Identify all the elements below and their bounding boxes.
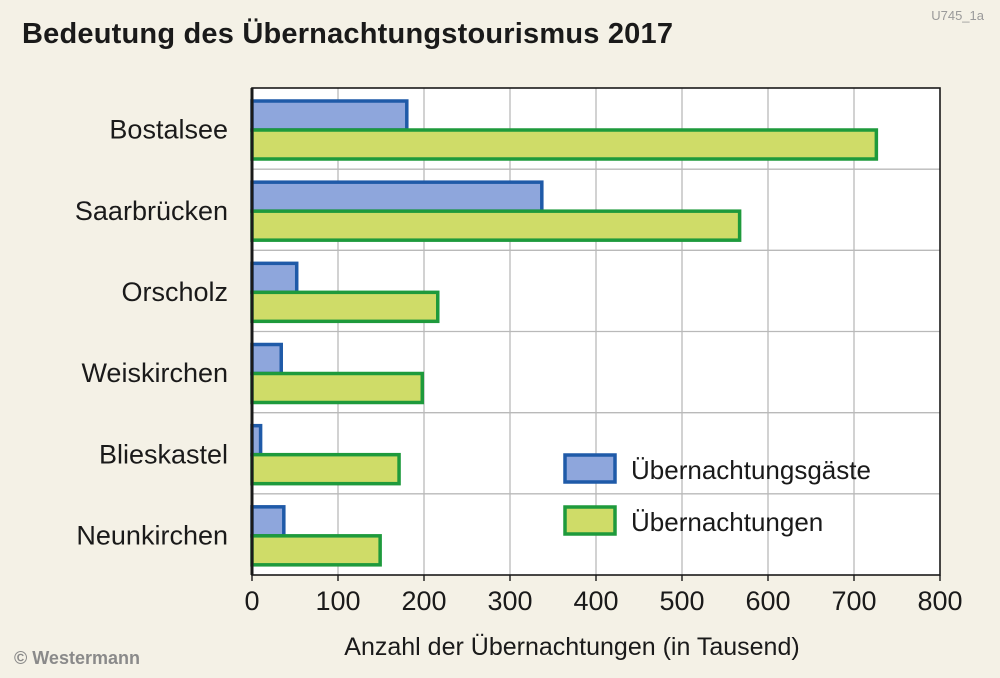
bar-guests-3 [250,342,283,376]
x-axis-label: Anzahl der Übernachtungen (in Tausend) [344,633,799,661]
legend-label-1: Übernachtungen [631,507,823,537]
category-label: Neunkirchen [76,520,228,550]
x-tick-label: 600 [745,586,790,616]
x-tick-label: 300 [487,586,532,616]
x-tick-label: 0 [244,586,259,616]
x-tick-label: 400 [573,586,618,616]
legend-swatch-1 [563,505,617,536]
category-label: Bostalsee [109,115,228,145]
bar-nights-0 [250,128,879,161]
bar-nights-1 [250,209,742,242]
bar-nights-2 [250,290,440,324]
bar-guests-1 [250,180,544,213]
x-tick-label: 200 [401,586,446,616]
bar-nights-4 [250,452,401,486]
legend: Übernachtungsgäste Übernachtungen [563,453,871,537]
bar-guests-0 [250,99,409,132]
category-label: Weiskirchen [81,358,228,388]
bar-nights-3 [250,371,425,405]
bar-guests-5 [250,505,286,538]
bar-nights-5 [250,534,382,567]
bar-guests-2 [250,261,299,295]
x-tick-label: 700 [831,586,876,616]
chart-title: Bedeutung des Übernachtungstourismus 201… [22,18,674,50]
figure-code: U745_1a [931,8,984,23]
x-tick-label: 500 [659,586,704,616]
x-tick-label: 100 [315,586,360,616]
legend-label-0: Übernachtungsgäste [631,455,871,485]
copyright-notice: © Westermann [14,648,140,668]
category-label: Blieskastel [99,439,228,469]
legend-swatch-0 [563,453,617,484]
category-label: Orscholz [121,277,228,307]
category-label: Saarbrücken [75,196,228,226]
x-tick-label: 800 [917,586,962,616]
